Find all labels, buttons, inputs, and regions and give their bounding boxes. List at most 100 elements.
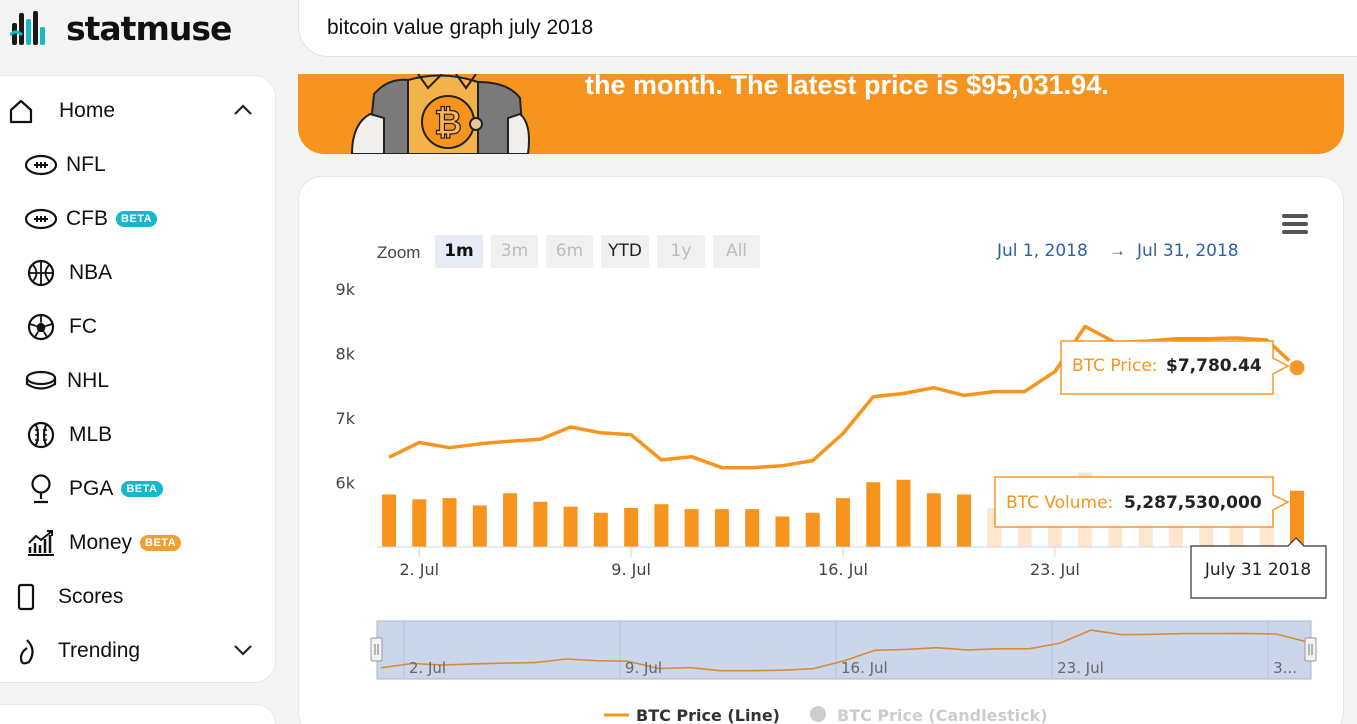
hockey-puck-icon bbox=[23, 363, 59, 399]
navigator-line bbox=[380, 629, 1308, 672]
zoom-all-button[interactable]: All bbox=[713, 235, 760, 268]
navigator-tick-label: 3... bbox=[1273, 659, 1297, 677]
legend-item-btc-price-candlestick[interactable]: BTC Price (Candlestick) bbox=[810, 706, 1048, 724]
price-tooltip: BTC Price: $7,780.44 bbox=[1060, 340, 1290, 395]
golf-icon bbox=[23, 471, 59, 507]
football-icon bbox=[23, 201, 59, 237]
navigator[interactable]: 2. Jul 9. Jul 16. Jul 23. Jul 3... bbox=[370, 620, 1317, 680]
volume-bar bbox=[714, 509, 729, 547]
beta-badge: BETA bbox=[121, 481, 163, 497]
btc-chart: 9k 8k 7k 6k 2. Jul 9. Jul 16. Jul 23. Jul BTC … bbox=[336, 280, 1327, 724]
search-input[interactable]: bitcoin value graph july 2018 bbox=[298, 0, 1357, 57]
sidebar-item-label: MLB bbox=[69, 423, 113, 446]
navigator-tick-label: 23. Jul bbox=[1057, 659, 1104, 677]
chevron-up-icon[interactable] bbox=[231, 98, 255, 122]
volume-bar bbox=[382, 494, 396, 547]
zoom-6m-button[interactable]: 6m bbox=[546, 235, 593, 268]
date-tooltip: July 31 2018 bbox=[1190, 537, 1327, 599]
zoom-1m-button[interactable]: 1m bbox=[435, 235, 483, 268]
volume-bar bbox=[926, 493, 941, 547]
chart-menu-icon[interactable] bbox=[1282, 214, 1308, 236]
sidebar-item-nfl[interactable]: NFL bbox=[3, 145, 106, 185]
volume-bar bbox=[624, 507, 639, 547]
sidebar-item-home[interactable]: Home bbox=[3, 91, 115, 131]
tooltip-date: July 31 2018 bbox=[1204, 560, 1311, 580]
range-to-input[interactable]: Jul 31, 2018 bbox=[1137, 241, 1239, 261]
tooltip-volume-label: BTC Volume: bbox=[1006, 493, 1113, 513]
brand-name: statmuse bbox=[66, 8, 232, 48]
tooltip-price-value: $7,780.44 bbox=[1166, 356, 1262, 376]
sidebar-item-cfb[interactable]: CFB BETA bbox=[3, 199, 158, 239]
tooltip-volume-value: 5,287,530,000 bbox=[1124, 493, 1262, 513]
navigator-tick-label: 9. Jul bbox=[625, 659, 662, 677]
volume-bar bbox=[563, 506, 578, 547]
beta-badge: BETA bbox=[116, 211, 158, 227]
basketball-icon bbox=[23, 255, 59, 291]
navigator-right-handle[interactable] bbox=[1304, 637, 1317, 662]
sidebar-item-trending[interactable]: Trending bbox=[3, 631, 140, 671]
volume-tooltip: BTC Volume: 5,287,530,000 bbox=[994, 476, 1290, 528]
banner-answer-text: the month. The latest price is $95,031.9… bbox=[585, 74, 1109, 100]
football-icon bbox=[23, 147, 59, 183]
sidebar-item-pga[interactable]: PGA BETA bbox=[3, 469, 163, 509]
chevron-down-icon[interactable] bbox=[231, 638, 255, 662]
chart-card: Zoom 1m 3m 6m YTD 1y All Jul 1, 2018 → J… bbox=[298, 176, 1344, 724]
volume-bar bbox=[1290, 490, 1304, 547]
hover-point bbox=[1286, 357, 1308, 379]
legend-candle-label: BTC Price (Candlestick) bbox=[837, 706, 1048, 724]
x-axis-ticks: 2. Jul 9. Jul 16. Jul 23. Jul bbox=[399, 547, 1080, 579]
statmuse-logo-icon bbox=[10, 11, 45, 45]
sidebar-item-nba[interactable]: NBA bbox=[3, 253, 112, 293]
legend-item-btc-price-line[interactable]: BTC Price (Line) bbox=[604, 706, 780, 724]
sidebar-item-mlb[interactable]: MLB bbox=[3, 415, 112, 455]
sidebar-item-label: Trending bbox=[58, 639, 141, 662]
sidebar-item-label: NBA bbox=[69, 261, 113, 284]
zoom-1y-button[interactable]: 1y bbox=[657, 235, 705, 268]
volume-bar bbox=[472, 505, 487, 547]
navigator-tick-label: 2. Jul bbox=[409, 659, 446, 677]
x-tick-label: 16. Jul bbox=[818, 560, 868, 579]
x-tick-label: 9. Jul bbox=[611, 560, 651, 579]
sidebar-secondary-panel bbox=[0, 704, 276, 724]
range-from-input[interactable]: Jul 1, 2018 bbox=[997, 241, 1088, 261]
sidebar-item-label: Money bbox=[69, 531, 133, 554]
svg-text:₿: ₿ bbox=[434, 103, 462, 143]
sidebar: Home NFL CFB BETA NBA FC NHL bbox=[0, 75, 276, 683]
bitcoin-mascot-illustration: ₿ bbox=[350, 74, 530, 154]
navigator-left-handle[interactable] bbox=[370, 637, 383, 662]
volume-bar bbox=[745, 509, 760, 547]
statmuse-logo[interactable]: statmuse bbox=[10, 8, 232, 48]
sidebar-item-label: PGA bbox=[69, 477, 114, 500]
home-icon bbox=[3, 93, 39, 129]
sidebar-item-fc[interactable]: FC bbox=[3, 307, 97, 347]
volume-bar bbox=[503, 493, 518, 547]
tooltip-price-label: BTC Price: bbox=[1072, 356, 1158, 376]
volume-bar bbox=[593, 512, 608, 547]
volume-bar bbox=[957, 494, 972, 547]
x-tick-label: 2. Jul bbox=[399, 560, 439, 579]
answer-banner: ₿ the month. The latest price is $95,031… bbox=[298, 74, 1344, 154]
zoom-3m-button[interactable]: 3m bbox=[491, 235, 538, 268]
trending-icon bbox=[3, 633, 39, 669]
volume-bar bbox=[684, 509, 699, 547]
soccer-ball-icon bbox=[23, 309, 59, 345]
volume-bar bbox=[442, 498, 457, 547]
volume-bar bbox=[775, 516, 790, 547]
zoom-ytd-button[interactable]: YTD bbox=[601, 235, 649, 268]
sidebar-item-label: NHL bbox=[67, 369, 110, 392]
volume-bar bbox=[836, 498, 850, 547]
sidebar-item-scores[interactable]: Scores bbox=[3, 577, 123, 617]
volume-bar bbox=[805, 512, 820, 547]
sidebar-item-money[interactable]: Money BETA bbox=[3, 523, 182, 563]
sidebar-item-label: CFB bbox=[66, 207, 108, 230]
sidebar-item-label: FC bbox=[69, 315, 97, 338]
volume-bar bbox=[654, 504, 669, 547]
y-tick-label: 7k bbox=[336, 409, 356, 428]
y-tick-label: 9k bbox=[336, 280, 356, 299]
search-query: bitcoin value graph july 2018 bbox=[327, 16, 594, 39]
navigator-tick-label: 16. Jul bbox=[841, 659, 888, 677]
sidebar-item-label: Scores bbox=[58, 585, 124, 608]
volume-bar bbox=[866, 482, 881, 547]
sidebar-item-label: NFL bbox=[66, 153, 106, 176]
sidebar-item-nhl[interactable]: NHL bbox=[3, 361, 109, 401]
